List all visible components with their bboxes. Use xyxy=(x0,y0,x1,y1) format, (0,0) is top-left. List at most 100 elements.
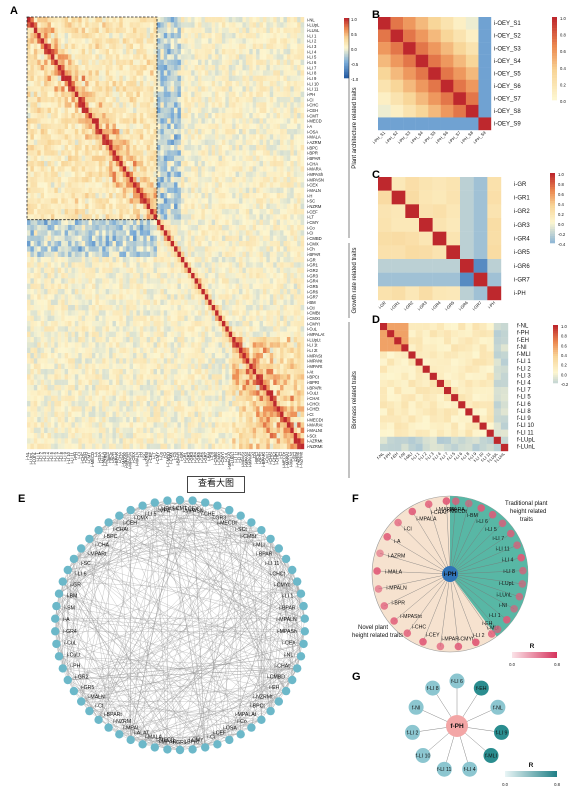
heatmap-cell xyxy=(112,70,117,76)
heatmap-cell xyxy=(242,337,247,343)
heatmap-cell xyxy=(81,81,86,87)
heatmap-cell xyxy=(167,113,171,119)
heatmap-cell xyxy=(249,315,253,322)
heatmap-cell xyxy=(119,123,123,130)
heatmap-cell xyxy=(197,230,202,236)
heatmap-cell xyxy=(194,118,199,124)
heatmap-cell xyxy=(191,118,195,124)
heatmap-cell xyxy=(133,203,137,210)
heatmap-cell xyxy=(280,177,284,183)
heatmap-cell xyxy=(54,161,58,167)
heatmap-cell xyxy=(156,17,161,23)
heatmap-cell xyxy=(290,70,294,76)
heatmap-cell xyxy=(129,283,134,290)
heatmap-cell xyxy=(170,342,175,348)
heatmap-cell xyxy=(204,27,209,34)
heatmap-cell xyxy=(204,123,209,130)
heatmap-cell xyxy=(81,283,86,290)
heatmap-cell xyxy=(194,310,199,316)
heatmap-cell xyxy=(160,27,164,34)
heatmap-cell xyxy=(269,139,274,146)
heatmap-cell xyxy=(27,251,31,258)
heatmap-cell xyxy=(225,337,229,343)
heatmap-cell xyxy=(50,251,55,258)
heatmap-cell xyxy=(293,70,298,76)
heatmap-cell xyxy=(119,193,123,199)
heatmap-cell xyxy=(105,187,110,194)
heatmap-cell xyxy=(167,235,171,242)
heatmap-cell xyxy=(129,310,134,316)
heatmap-cell xyxy=(119,177,123,183)
heatmap-cell xyxy=(194,278,199,284)
heatmap-cell xyxy=(187,97,192,103)
heatmap-cell xyxy=(232,139,236,146)
heatmap-cell xyxy=(259,65,264,71)
heatmap-cell xyxy=(54,107,58,114)
heatmap-cell xyxy=(112,75,117,82)
heatmap-cell xyxy=(184,150,188,156)
heatmap-cell xyxy=(146,246,151,252)
heatmap-cell xyxy=(218,139,223,146)
heatmap-cell xyxy=(139,305,144,311)
heatmap-cell xyxy=(273,257,277,263)
heatmap-cell xyxy=(129,59,134,66)
heatmap-cell xyxy=(201,219,206,226)
heatmap-cell xyxy=(146,299,151,306)
heatmap-cell xyxy=(119,337,123,343)
heatmap-cell xyxy=(232,219,236,226)
heatmap-cell xyxy=(64,54,69,60)
heatmap-cell xyxy=(30,129,35,135)
heatmap-cell xyxy=(91,118,96,124)
heatmap-cell xyxy=(61,219,65,226)
heatmap-cell xyxy=(102,123,106,130)
heatmap-cell xyxy=(194,326,199,332)
heatmap-cell xyxy=(139,166,144,172)
heatmap-cell xyxy=(78,161,82,167)
heatmap-cell xyxy=(269,198,274,204)
heatmap-cell xyxy=(126,182,130,188)
heatmap-cell xyxy=(218,102,223,108)
heatmap-cell xyxy=(225,54,229,60)
heatmap-cell xyxy=(160,86,164,92)
heatmap-cell xyxy=(47,326,52,332)
heatmap-cell xyxy=(105,337,110,343)
heatmap-cell xyxy=(153,145,158,151)
heatmap-cell xyxy=(115,182,120,188)
heatmap-cell xyxy=(259,166,264,172)
heatmap-cell xyxy=(252,134,257,140)
heatmap-cell xyxy=(283,97,288,103)
heatmap-cell xyxy=(156,305,161,311)
heatmap-cell xyxy=(40,81,45,87)
heatmap-cell xyxy=(95,155,100,162)
heatmap-cell xyxy=(283,273,288,279)
heatmap-cell xyxy=(286,59,291,66)
heatmap-cell xyxy=(211,27,216,34)
heatmap-cell xyxy=(239,177,243,183)
heatmap-cell xyxy=(177,27,182,34)
heatmap-cell xyxy=(85,310,89,316)
heatmap-cell xyxy=(211,267,216,274)
heatmap-cell xyxy=(109,182,113,188)
heatmap-cell xyxy=(174,91,178,98)
heatmap-cell xyxy=(187,38,192,44)
heatmap-cell xyxy=(221,246,226,252)
heatmap-cell xyxy=(167,267,171,274)
heatmap-cell xyxy=(256,251,260,258)
heatmap-cell xyxy=(112,139,117,146)
heatmap-cell xyxy=(54,54,58,60)
heatmap-cell xyxy=(201,70,206,76)
heatmap-cell xyxy=(256,59,260,66)
heatmap-cell xyxy=(177,235,182,242)
heatmap-cell xyxy=(256,262,260,268)
heatmap-cell xyxy=(286,305,291,311)
heatmap-cell xyxy=(174,203,178,210)
heatmap-cell xyxy=(215,155,219,162)
heatmap-cell xyxy=(191,203,195,210)
heatmap-cell xyxy=(78,321,82,327)
heatmap-cell xyxy=(30,187,35,194)
heatmap-cell xyxy=(78,177,82,183)
heatmap-cell xyxy=(88,166,93,172)
heatmap-cell xyxy=(269,97,274,103)
heatmap-cell xyxy=(139,315,144,322)
heatmap-cell xyxy=(153,235,158,242)
